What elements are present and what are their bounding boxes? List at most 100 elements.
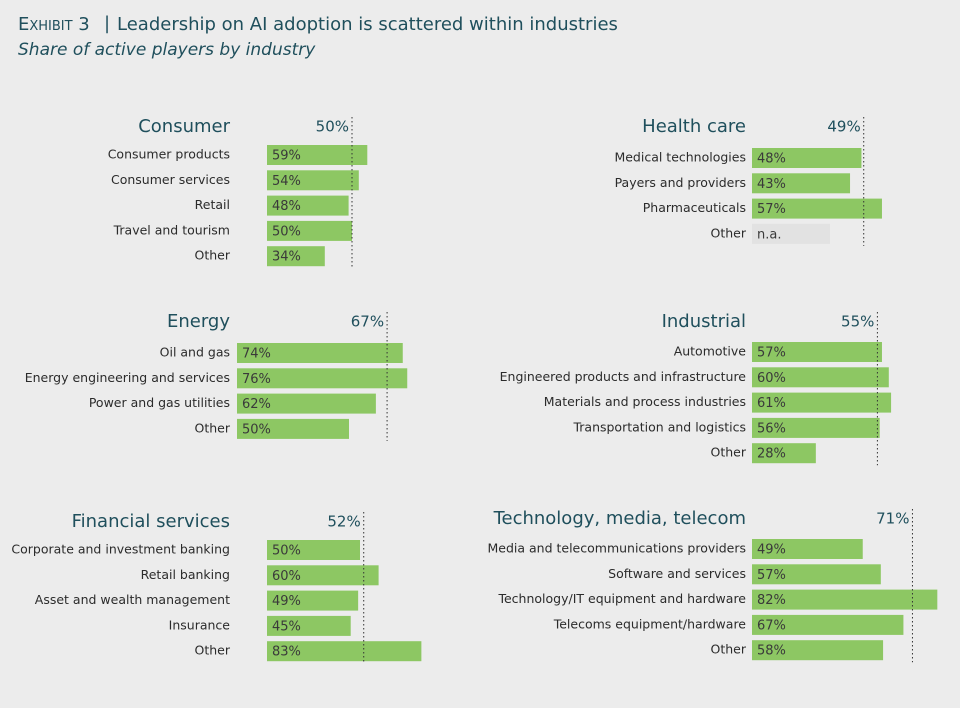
bar [267, 145, 368, 165]
value-label: 62% [242, 397, 271, 412]
category-label: Travel and tourism [113, 222, 230, 237]
category-label: Media and telecommunications providers [487, 541, 746, 556]
bar [267, 641, 422, 662]
average-label: 50% [316, 118, 349, 136]
bar [267, 615, 351, 636]
value-label: n.a. [757, 227, 781, 242]
bar [752, 173, 851, 194]
category-label: Asset and wealth management [35, 592, 230, 607]
value-label: 34% [272, 250, 301, 265]
panel-title: Consumer [138, 116, 230, 137]
bar [752, 614, 904, 635]
category-label: Payers and providers [615, 175, 746, 190]
separator: | [104, 13, 110, 34]
panel-title: Industrial [662, 311, 746, 332]
category-label: Consumer products [108, 147, 230, 162]
value-label: 59% [272, 149, 301, 164]
category-label: Technology/IT equipment and hardware [497, 591, 746, 606]
exhibit-label: Exhibit 3 [18, 14, 90, 35]
bar [267, 246, 325, 267]
bar [752, 640, 884, 661]
category-label: Other [195, 643, 231, 658]
category-label: Other [711, 225, 747, 240]
bar [267, 220, 352, 241]
bar [267, 170, 359, 191]
bar [752, 367, 889, 388]
value-label: 67% [757, 618, 786, 633]
category-label: Transportation and logistics [572, 419, 746, 434]
category-label: Engineered products and infrastructure [500, 369, 747, 384]
category-label: Software and services [608, 566, 746, 581]
category-label: Consumer services [111, 172, 230, 187]
category-label: Oil and gas [160, 345, 230, 360]
category-label: Retail banking [141, 567, 230, 582]
value-label: 83% [272, 645, 301, 660]
bar [267, 540, 360, 560]
panel-title: Technology, media, telecom [493, 508, 746, 529]
average-label: 52% [327, 513, 360, 531]
panel-title: Energy [167, 311, 230, 332]
value-label: 28% [757, 447, 786, 462]
chart-subtitle: Share of active players by industry [18, 40, 316, 60]
value-label: 60% [272, 569, 301, 584]
category-label: Other [195, 248, 231, 263]
category-label: Pharmaceuticals [643, 200, 746, 215]
value-label: 61% [757, 396, 786, 411]
value-label: 50% [272, 544, 301, 559]
bar [752, 443, 816, 464]
value-label: 60% [757, 371, 786, 386]
value-label: 57% [757, 202, 786, 217]
bar [752, 539, 863, 559]
average-label: 49% [827, 118, 860, 136]
panel-title: Health care [642, 116, 746, 137]
value-label: 82% [757, 593, 786, 608]
bar [752, 417, 880, 438]
value-label: 56% [757, 421, 786, 436]
category-label: Medical technologies [614, 150, 746, 165]
category-label: Energy engineering and services [25, 370, 230, 385]
bar [237, 343, 403, 363]
value-label: 57% [757, 568, 786, 583]
category-label: Power and gas utilities [89, 395, 230, 410]
value-label: 48% [272, 199, 301, 214]
category-label: Other [195, 420, 231, 435]
value-label: 76% [242, 372, 271, 387]
bar [267, 195, 349, 216]
category-label: Corporate and investment banking [11, 542, 230, 557]
value-label: 45% [272, 619, 301, 634]
bar [267, 565, 379, 586]
bar [752, 392, 892, 413]
bar [752, 148, 862, 168]
bar [237, 393, 376, 414]
value-label: 43% [757, 177, 786, 192]
category-label: Insurance [169, 617, 231, 632]
value-label: 54% [272, 174, 301, 189]
value-label: 49% [757, 543, 786, 558]
value-label: 50% [242, 422, 271, 437]
category-label: Other [711, 642, 747, 657]
na-box [752, 223, 830, 244]
bar [752, 564, 881, 585]
category-label: Other [711, 445, 747, 460]
value-label: 74% [242, 347, 271, 362]
bar [267, 590, 359, 611]
value-label: 48% [757, 152, 786, 167]
category-label: Telecoms equipment/hardware [553, 616, 747, 631]
average-label: 67% [351, 313, 384, 331]
value-label: 57% [757, 346, 786, 361]
category-label: Materials and process industries [544, 394, 746, 409]
category-label: Automotive [674, 344, 747, 359]
bar [237, 418, 349, 439]
average-label: 71% [876, 510, 909, 528]
value-label: 58% [757, 644, 786, 659]
value-label: 50% [272, 224, 301, 239]
bar [752, 198, 882, 219]
bar [752, 589, 938, 610]
bar [752, 342, 882, 362]
panel-title: Financial services [72, 511, 230, 532]
value-label: 49% [272, 594, 301, 609]
average-label: 55% [841, 313, 874, 331]
bar [237, 368, 408, 389]
